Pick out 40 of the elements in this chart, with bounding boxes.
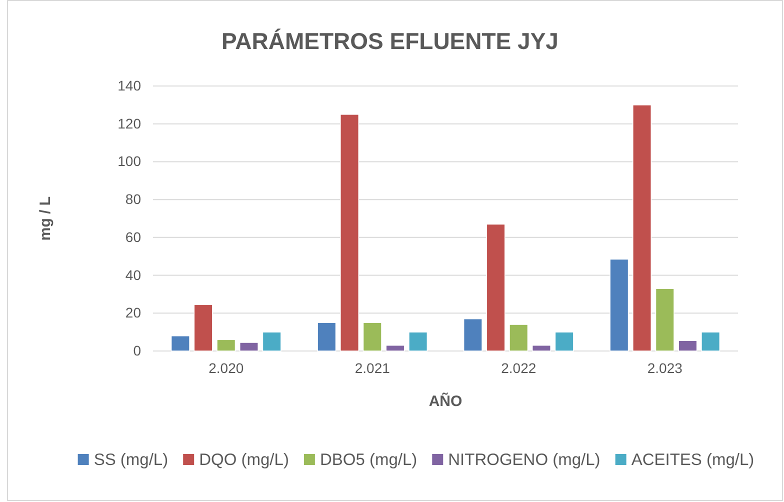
bar [655,288,674,352]
x-tick-label: 2.023 [647,360,683,376]
bar [317,322,336,352]
bar [239,342,259,352]
bar [610,258,629,352]
bar [532,344,552,352]
y-tick-label: 140 [118,77,142,94]
y-tick-label: 60 [125,228,142,245]
bar [362,322,382,352]
y-tick-label: 40 [125,266,142,283]
x-tick-label: 2.021 [354,360,390,376]
y-axis-title: mg / L [37,196,54,241]
bar [632,104,652,352]
y-tick-label: 0 [133,342,142,358]
bar [216,339,236,352]
x-tick-label: 2.020 [208,360,244,376]
legend-label: DQO (mg/L) [199,451,289,469]
bar [408,332,428,352]
legend-label: NITROGENO (mg/L) [448,451,600,469]
legend-label: ACEITES (mg/L) [631,451,754,469]
bar [386,344,405,352]
bar [170,335,190,352]
bar [554,332,574,352]
bar [262,332,282,352]
bar [678,340,698,352]
legend-label: DBO5 (mg/L) [320,451,418,469]
y-tick-label: 120 [118,115,142,132]
x-tick-label: 2.022 [501,360,536,376]
y-tick-label: 20 [125,304,142,321]
chart-title: PARÁMETROS EFLUENTE JYJ [222,28,558,54]
legend-label: SS (mg/L) [94,451,168,469]
y-tick-label: 80 [125,191,142,208]
bar [509,324,528,352]
bar [463,318,482,352]
bar [701,332,720,352]
bar [194,304,213,352]
bar [340,114,360,352]
bar [486,224,506,352]
y-tick-label: 100 [118,153,142,170]
x-axis-title: AÑO [428,392,462,410]
